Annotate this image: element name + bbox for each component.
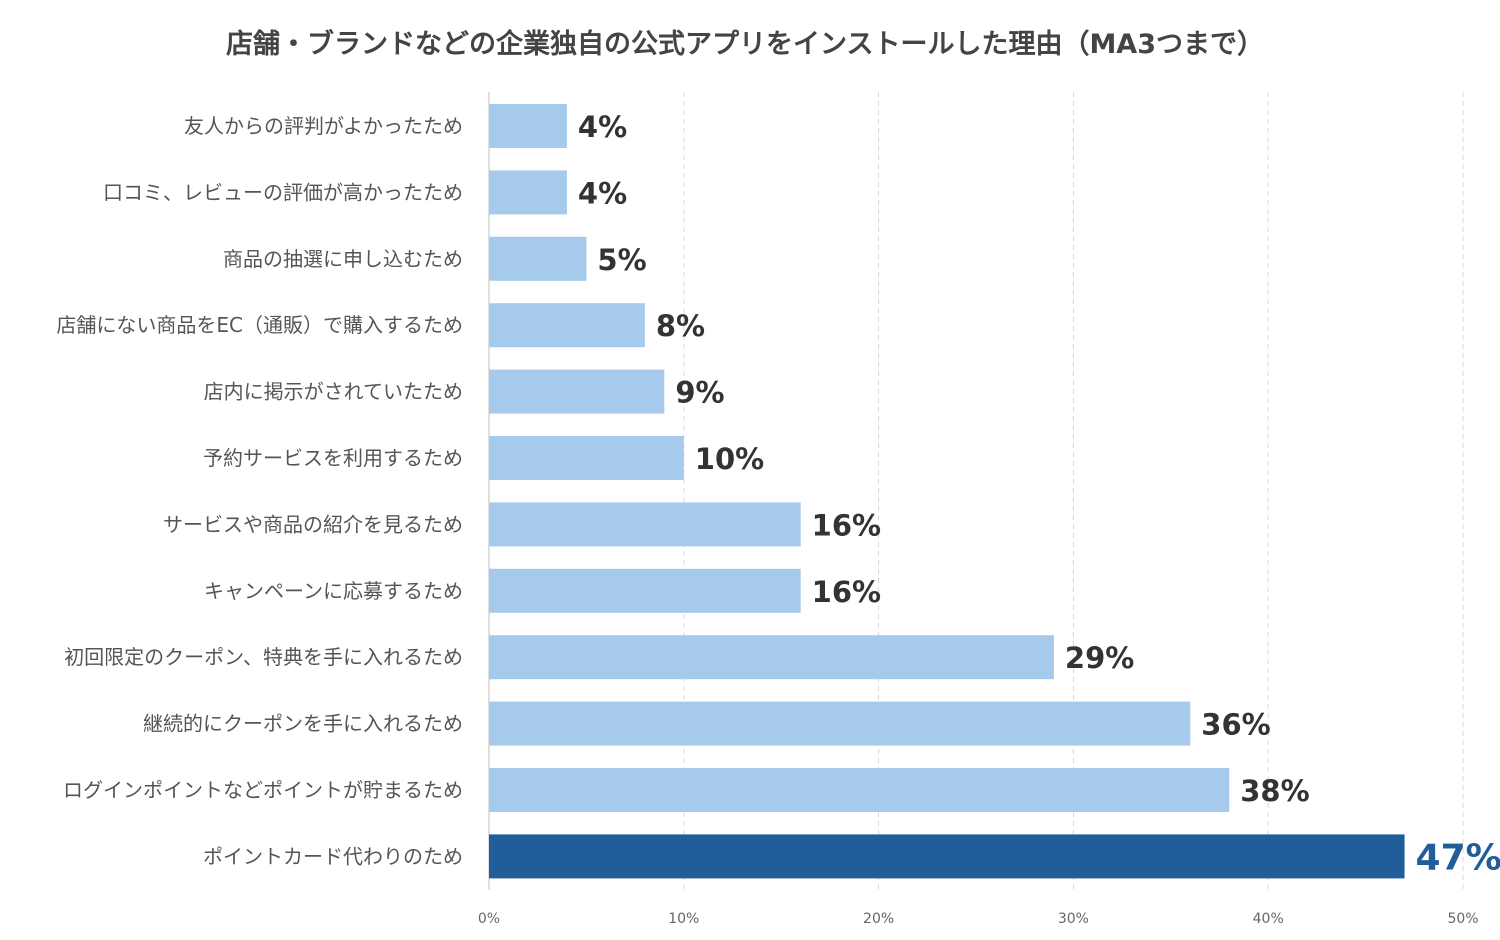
category-label: 初回限定のクーポン、特典を手に入れるため xyxy=(64,645,463,669)
category-label: 予約サービスを利用するため xyxy=(203,446,463,470)
bar xyxy=(489,568,801,613)
category-label: サービスや商品の紹介を見るため xyxy=(163,512,463,536)
category-label: 店舗にない商品をEC（通販）で購入するため xyxy=(56,313,463,337)
category-label: ポイントカード代わりのため xyxy=(203,844,463,868)
bar xyxy=(489,701,1191,746)
value-label: 16% xyxy=(812,508,881,542)
bar xyxy=(489,369,665,414)
x-tick-label: 20% xyxy=(863,911,894,927)
bar xyxy=(489,104,567,148)
value-label: 8% xyxy=(656,309,705,343)
bar xyxy=(489,303,645,348)
bar xyxy=(489,768,1230,812)
value-label: 29% xyxy=(1065,641,1134,675)
chart-title: 店舗・ブランドなどの企業独自の公式アプリをインストールした理由（MA3つまで） xyxy=(225,29,1264,60)
value-label: 38% xyxy=(1240,774,1309,808)
x-tick-label: 50% xyxy=(1447,911,1478,927)
bar xyxy=(489,502,801,547)
bar xyxy=(489,436,684,480)
category-label: ログインポイントなどポイントが貯まるため xyxy=(63,778,463,802)
bar xyxy=(489,635,1054,680)
value-label: 9% xyxy=(675,376,724,410)
value-label: 36% xyxy=(1201,708,1270,742)
value-label: 16% xyxy=(812,575,881,609)
category-label: 継続的にクーポンを手に入れるため xyxy=(143,712,463,736)
value-label: 47% xyxy=(1416,837,1500,878)
value-label: 5% xyxy=(597,243,646,277)
value-label: 10% xyxy=(695,442,764,476)
category-label: 商品の抽選に申し込むため xyxy=(223,247,463,271)
category-label: 口コミ、レビューの評価が高かったため xyxy=(103,180,463,204)
x-tick-label: 10% xyxy=(668,911,699,927)
x-tick-label: 0% xyxy=(478,911,500,927)
x-tick-label: 40% xyxy=(1253,911,1284,927)
category-label: 店内に掲示がされていたため xyxy=(204,380,463,404)
bar xyxy=(489,834,1405,879)
value-label: 4% xyxy=(578,176,627,210)
value-label: 4% xyxy=(578,110,627,144)
bar xyxy=(489,170,567,215)
bar xyxy=(489,236,587,281)
category-label: キャンペーンに応募するため xyxy=(204,579,463,603)
x-tick-label: 30% xyxy=(1058,911,1089,927)
category-label: 友人からの評判がよかったため xyxy=(184,114,463,138)
